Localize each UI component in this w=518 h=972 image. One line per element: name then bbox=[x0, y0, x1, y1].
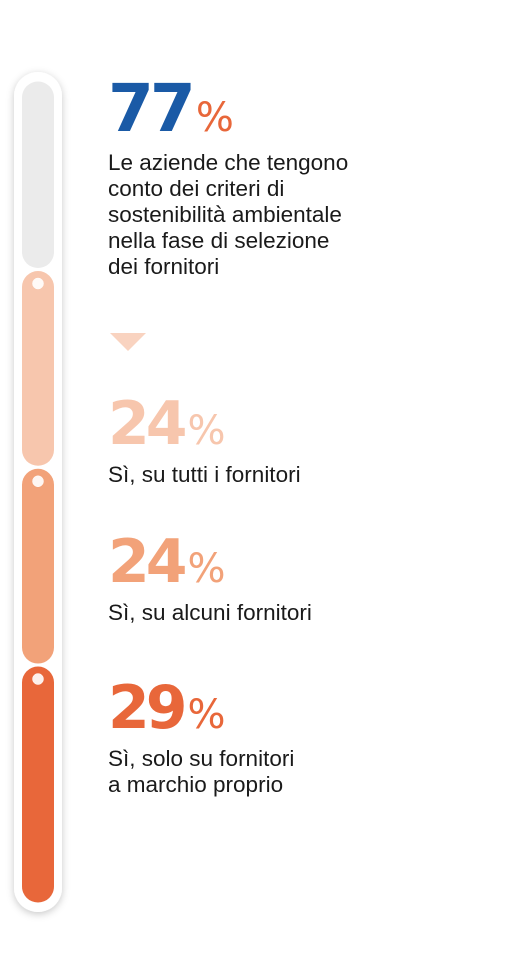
bar-segment-own-brand bbox=[22, 666, 54, 903]
bar-segment-marker-dot bbox=[32, 673, 44, 685]
stat-value: 29 bbox=[108, 673, 187, 743]
stat-percent-sign: % bbox=[187, 692, 226, 738]
bar-segment-remainder bbox=[22, 81, 54, 269]
headline-label-line: nella fase di selezione bbox=[108, 228, 330, 253]
stat-value-row: 29% bbox=[108, 678, 428, 738]
stat-percent-sign: % bbox=[187, 546, 226, 592]
stat-item-own-brand-suppliers: 29% Sì, solo su fornitori a marchio prop… bbox=[108, 678, 428, 798]
stat-label-line: Sì, su tutti i fornitori bbox=[108, 462, 301, 487]
headline-label-line: conto dei criteri di bbox=[108, 176, 285, 201]
headline-percent-sign: % bbox=[195, 95, 234, 141]
headline-value: 77 bbox=[108, 70, 196, 147]
headline-label-line: dei fornitori bbox=[108, 254, 220, 279]
stat-value: 24 bbox=[108, 527, 187, 597]
bar-segment-marker-dot bbox=[32, 277, 44, 290]
bar-segment-all-suppliers bbox=[22, 271, 54, 466]
stat-item-some-suppliers: 24% Sì, su alcuni fornitori bbox=[108, 532, 428, 626]
stat-label-line: Sì, su alcuni fornitori bbox=[108, 600, 312, 625]
stat-value: 24 bbox=[108, 389, 187, 459]
bar-segment-marker-dot bbox=[32, 475, 44, 488]
stat-item-all-suppliers: 24% Sì, su tutti i fornitori bbox=[108, 394, 428, 488]
stat-percent-sign: % bbox=[187, 408, 226, 454]
stat-label-line: Sì, solo su fornitori bbox=[108, 746, 295, 771]
stat-description: Sì, su tutti i fornitori bbox=[108, 462, 428, 488]
progress-timeline-bar bbox=[14, 72, 62, 912]
stat-description: Sì, su alcuni fornitori bbox=[108, 600, 428, 626]
bar-segment-some-suppliers bbox=[22, 468, 54, 664]
headline-label-line: sostenibilità ambientale bbox=[108, 202, 342, 227]
stat-label-line: a marchio proprio bbox=[108, 772, 284, 797]
down-triangle-icon bbox=[110, 333, 146, 351]
headline-value-row: 77% bbox=[108, 76, 428, 142]
headline-description: Le aziende che tengono conto dei criteri… bbox=[108, 150, 428, 280]
stat-value-row: 24% bbox=[108, 532, 428, 592]
stat-description: Sì, solo su fornitori a marchio proprio bbox=[108, 746, 428, 798]
headline-label-line: Le aziende che tengono bbox=[108, 150, 349, 175]
headline-stat: 77% Le aziende che tengono conto dei cri… bbox=[108, 76, 428, 280]
stat-value-row: 24% bbox=[108, 394, 428, 454]
